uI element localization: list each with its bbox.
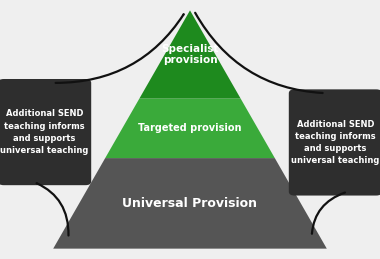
FancyArrowPatch shape <box>195 13 322 93</box>
Polygon shape <box>105 98 275 158</box>
Text: Specialist
provision: Specialist provision <box>161 44 219 65</box>
FancyBboxPatch shape <box>289 89 380 196</box>
Polygon shape <box>53 158 327 249</box>
FancyBboxPatch shape <box>0 79 91 185</box>
Text: Targeted provision: Targeted provision <box>138 123 242 133</box>
FancyArrowPatch shape <box>55 15 184 83</box>
Polygon shape <box>139 10 241 98</box>
Text: Additional SEND
teaching informs
and supports
universal teaching: Additional SEND teaching informs and sup… <box>0 109 89 155</box>
Text: Universal Provision: Universal Provision <box>122 197 258 210</box>
FancyArrowPatch shape <box>37 183 68 235</box>
Text: Additional SEND
teaching informs
and supports
universal teaching: Additional SEND teaching informs and sup… <box>291 120 380 165</box>
FancyArrowPatch shape <box>312 192 345 234</box>
